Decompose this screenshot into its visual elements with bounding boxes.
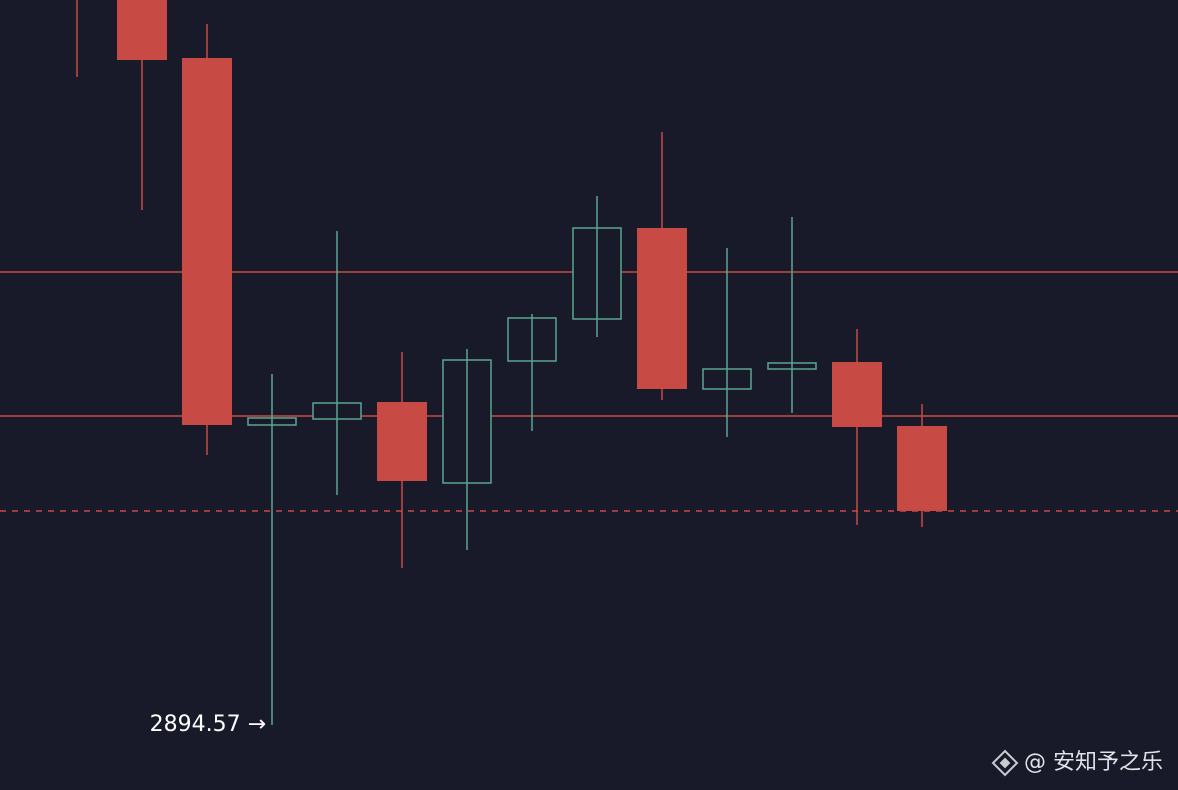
watermark: @ 安知予之乐: [1024, 750, 1163, 775]
watermark-icon: [991, 749, 1019, 777]
low-annotation: 2894.57 →: [150, 712, 266, 737]
